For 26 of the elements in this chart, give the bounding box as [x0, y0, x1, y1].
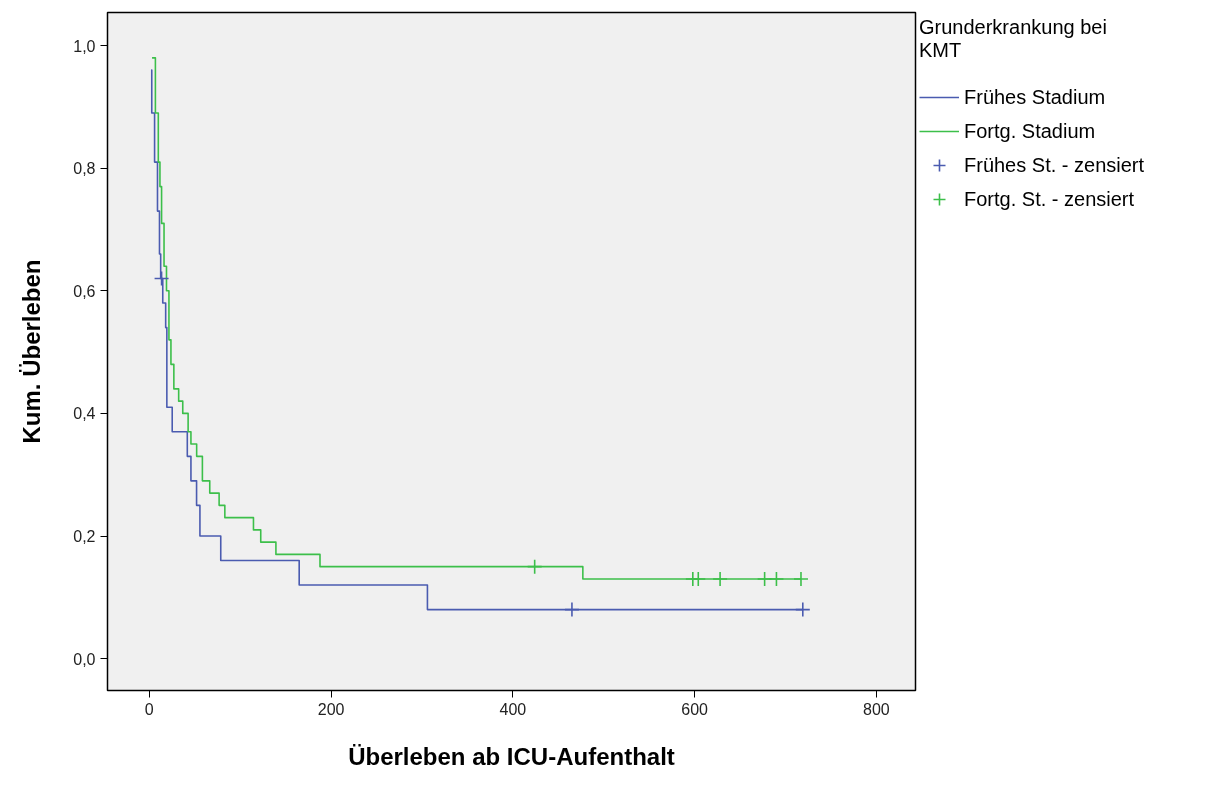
- y-tick-label: 0,0: [73, 650, 96, 668]
- y-tick-label: 0,6: [73, 282, 96, 300]
- y-tick-label: 1,0: [73, 37, 96, 55]
- point: [526, 558, 543, 575]
- point: [712, 571, 728, 587]
- x-tick-label: 600: [681, 700, 709, 718]
- point: [793, 571, 809, 587]
- x-tick-label: 800: [863, 700, 890, 718]
- x-tick-label: 0: [144, 700, 154, 718]
- legend-label: Fortg. Stadium: [964, 119, 1096, 143]
- point: [153, 270, 170, 287]
- legend-label: Frühes St. - zensiert: [964, 153, 1145, 177]
- x-tick-label: 400: [499, 700, 527, 718]
- y-tick-label: 0,8: [73, 160, 96, 178]
- x-tick-label: 200: [317, 700, 345, 718]
- y-tick-label: 0,2: [73, 528, 96, 546]
- legend-title: Grunderkrankung bei KMT: [919, 16, 1108, 62]
- legend-label: Frühes Stadium: [964, 85, 1106, 109]
- point: [564, 601, 580, 618]
- legend-label: Fortg. St. - zensiert: [964, 187, 1135, 211]
- point: [795, 601, 811, 618]
- point: [768, 571, 785, 587]
- point: [690, 571, 707, 587]
- x-axis-title: Überleben ab ICU-Aufenthalt: [348, 742, 675, 770]
- y-tick-label: 0,4: [73, 405, 96, 423]
- y-axis-title: Kum. Überleben: [18, 259, 46, 444]
